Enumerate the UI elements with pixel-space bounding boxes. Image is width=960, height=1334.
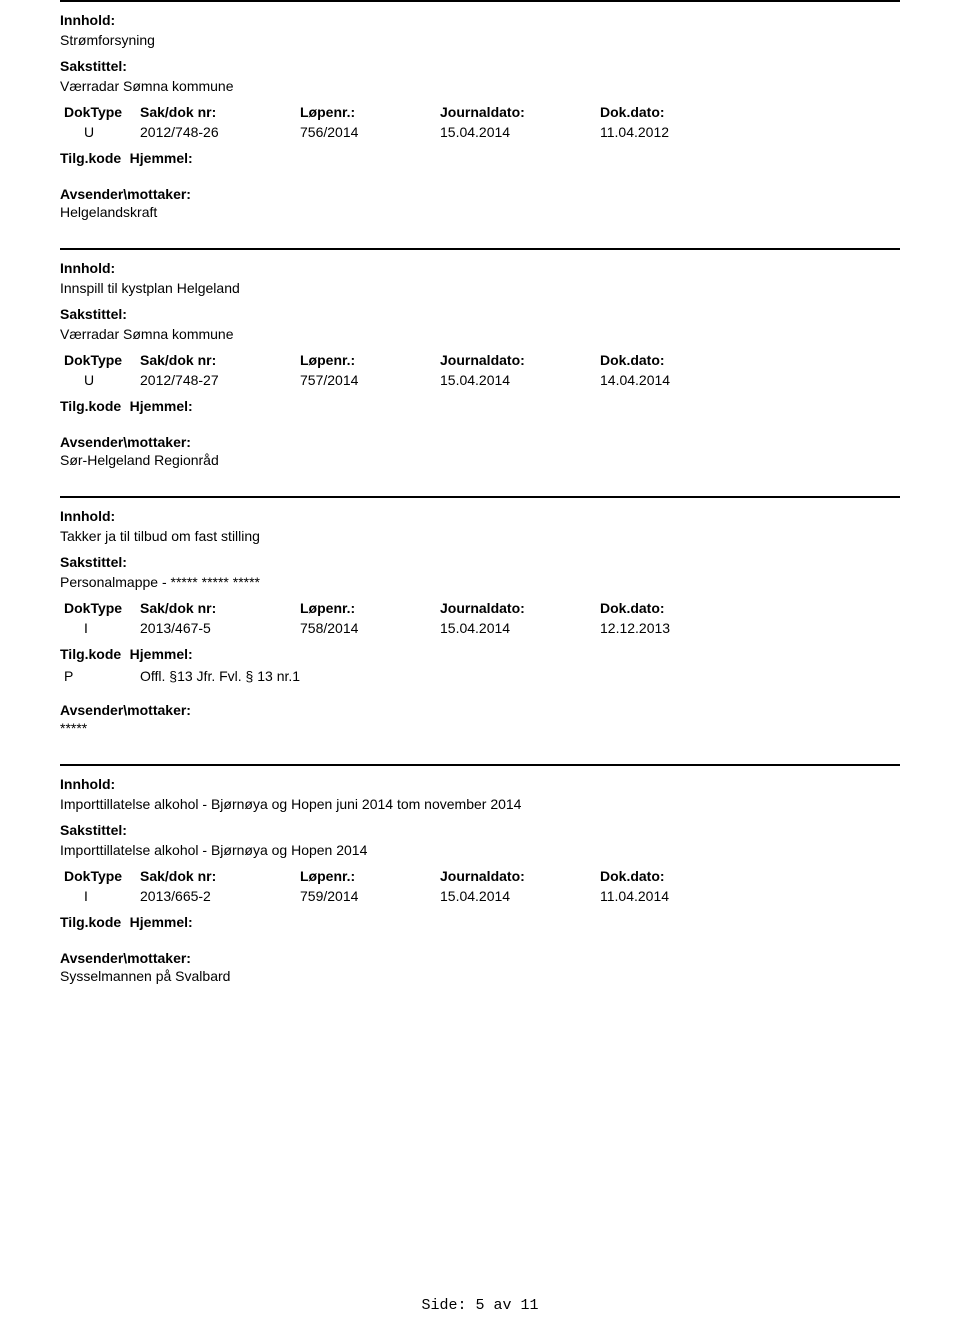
avsender-label: Avsender\mottaker: — [60, 702, 900, 718]
hjemmel-text-value: Offl. §13 Jfr. Fvl. § 13 nr.1 — [140, 668, 900, 684]
avsender-label: Avsender\mottaker: — [60, 950, 900, 966]
col-journal-header: Journaldato: — [440, 352, 600, 368]
col-lopenr-header: Løpenr.: — [300, 104, 440, 120]
innhold-value: Strømforsyning — [60, 32, 900, 48]
avsender-label: Avsender\mottaker: — [60, 434, 900, 450]
sakstittel-value: Værradar Sømna kommune — [60, 326, 900, 342]
innhold-value: Importtillatelse alkohol - Bjørnøya og H… — [60, 796, 900, 812]
lopenr-value: 758/2014 — [300, 620, 440, 636]
journal-page: Innhold: Strømforsyning Sakstittel: Værr… — [0, 0, 960, 1334]
doktype-value: U — [60, 372, 140, 388]
doktype-value: I — [60, 620, 140, 636]
sakdok-value: 2012/748-26 — [140, 124, 300, 140]
dokdato-value: 14.04.2014 — [600, 372, 760, 388]
doktype-value: I — [60, 888, 140, 904]
footer-sep: av — [494, 1297, 512, 1314]
tilgkode-row: Tilg.kode Hjemmel: — [60, 914, 900, 932]
journal-value: 15.04.2014 — [440, 620, 600, 636]
tilgkode-row: Tilg.kode Hjemmel: — [60, 646, 900, 664]
innhold-label: Innhold: — [60, 776, 900, 792]
row-header: DokType Sak/dok nr: Løpenr.: Journaldato… — [60, 600, 900, 616]
col-lopenr-header: Løpenr.: — [300, 352, 440, 368]
page-footer: Side: 5 av 11 — [0, 1297, 960, 1314]
sakdok-value: 2013/467-5 — [140, 620, 300, 636]
innhold-value: Innspill til kystplan Helgeland — [60, 280, 900, 296]
lopenr-value: 757/2014 — [300, 372, 440, 388]
row-header: DokType Sak/dok nr: Løpenr.: Journaldato… — [60, 104, 900, 120]
dokdato-value: 11.04.2012 — [600, 124, 760, 140]
innhold-label: Innhold: — [60, 508, 900, 524]
journal-entry: Innhold: Importtillatelse alkohol - Bjør… — [60, 764, 900, 1012]
journal-value: 15.04.2014 — [440, 372, 600, 388]
footer-page: 5 — [475, 1297, 484, 1314]
journal-entry: Innhold: Strømforsyning Sakstittel: Værr… — [60, 0, 900, 248]
col-lopenr-header: Løpenr.: — [300, 868, 440, 884]
row-values: I 2013/467-5 758/2014 15.04.2014 12.12.2… — [60, 620, 900, 636]
hjemmel-label: Hjemmel: — [130, 646, 193, 662]
col-doktype-header: DokType — [60, 868, 140, 884]
sakstittel-label: Sakstittel: — [60, 554, 900, 570]
sakdok-value: 2013/665-2 — [140, 888, 300, 904]
journal-entry: Innhold: Innspill til kystplan Helgeland… — [60, 248, 900, 496]
tilgkode-label: Tilg.kode — [60, 150, 121, 166]
col-dokdato-header: Dok.dato: — [600, 868, 760, 884]
col-sakdok-header: Sak/dok nr: — [140, 104, 300, 120]
col-lopenr-header: Løpenr.: — [300, 600, 440, 616]
dokdato-value: 11.04.2014 — [600, 888, 760, 904]
innhold-label: Innhold: — [60, 260, 900, 276]
hjemmel-label: Hjemmel: — [130, 150, 193, 166]
row-header: DokType Sak/dok nr: Løpenr.: Journaldato… — [60, 868, 900, 884]
journal-value: 15.04.2014 — [440, 124, 600, 140]
avsender-value: ***** — [60, 720, 900, 736]
tilgkode-row: Tilg.kode Hjemmel: — [60, 150, 900, 168]
col-doktype-header: DokType — [60, 352, 140, 368]
row-values: U 2012/748-27 757/2014 15.04.2014 14.04.… — [60, 372, 900, 388]
dokdato-value: 12.12.2013 — [600, 620, 760, 636]
avsender-value: Sysselmannen på Svalbard — [60, 968, 900, 984]
tilgkode-label: Tilg.kode — [60, 914, 121, 930]
col-dokdato-header: Dok.dato: — [600, 352, 760, 368]
col-journal-header: Journaldato: — [440, 868, 600, 884]
row-values: I 2013/665-2 759/2014 15.04.2014 11.04.2… — [60, 888, 900, 904]
row-header: DokType Sak/dok nr: Løpenr.: Journaldato… — [60, 352, 900, 368]
row-values: U 2012/748-26 756/2014 15.04.2014 11.04.… — [60, 124, 900, 140]
hjemmel-label: Hjemmel: — [130, 398, 193, 414]
lopenr-value: 756/2014 — [300, 124, 440, 140]
col-sakdok-header: Sak/dok nr: — [140, 352, 300, 368]
hjemmel-kode-value: P — [60, 668, 140, 684]
footer-total: 11 — [521, 1297, 539, 1314]
avsender-value: Sør-Helgeland Regionråd — [60, 452, 900, 468]
tilgkode-label: Tilg.kode — [60, 646, 121, 662]
sakstittel-value: Importtillatelse alkohol - Bjørnøya og H… — [60, 842, 900, 858]
col-journal-header: Journaldato: — [440, 104, 600, 120]
innhold-value: Takker ja til tilbud om fast stilling — [60, 528, 900, 544]
col-dokdato-header: Dok.dato: — [600, 600, 760, 616]
tilgkode-row: Tilg.kode Hjemmel: — [60, 398, 900, 416]
sakstittel-label: Sakstittel: — [60, 58, 900, 74]
sakstittel-label: Sakstittel: — [60, 822, 900, 838]
col-doktype-header: DokType — [60, 104, 140, 120]
col-dokdato-header: Dok.dato: — [600, 104, 760, 120]
col-sakdok-header: Sak/dok nr: — [140, 868, 300, 884]
journal-entry: Innhold: Takker ja til tilbud om fast st… — [60, 496, 900, 764]
col-doktype-header: DokType — [60, 600, 140, 616]
sakstittel-value: Personalmappe - ***** ***** ***** — [60, 574, 900, 590]
hjemmel-label: Hjemmel: — [130, 914, 193, 930]
sakdok-value: 2012/748-27 — [140, 372, 300, 388]
innhold-label: Innhold: — [60, 12, 900, 28]
footer-prefix: Side: — [421, 1297, 466, 1314]
col-journal-header: Journaldato: — [440, 600, 600, 616]
journal-value: 15.04.2014 — [440, 888, 600, 904]
sakstittel-value: Værradar Sømna kommune — [60, 78, 900, 94]
sakstittel-label: Sakstittel: — [60, 306, 900, 322]
hjemmel-row: P Offl. §13 Jfr. Fvl. § 13 nr.1 — [60, 668, 900, 684]
avsender-label: Avsender\mottaker: — [60, 186, 900, 202]
tilgkode-label: Tilg.kode — [60, 398, 121, 414]
lopenr-value: 759/2014 — [300, 888, 440, 904]
doktype-value: U — [60, 124, 140, 140]
col-sakdok-header: Sak/dok nr: — [140, 600, 300, 616]
avsender-value: Helgelandskraft — [60, 204, 900, 220]
